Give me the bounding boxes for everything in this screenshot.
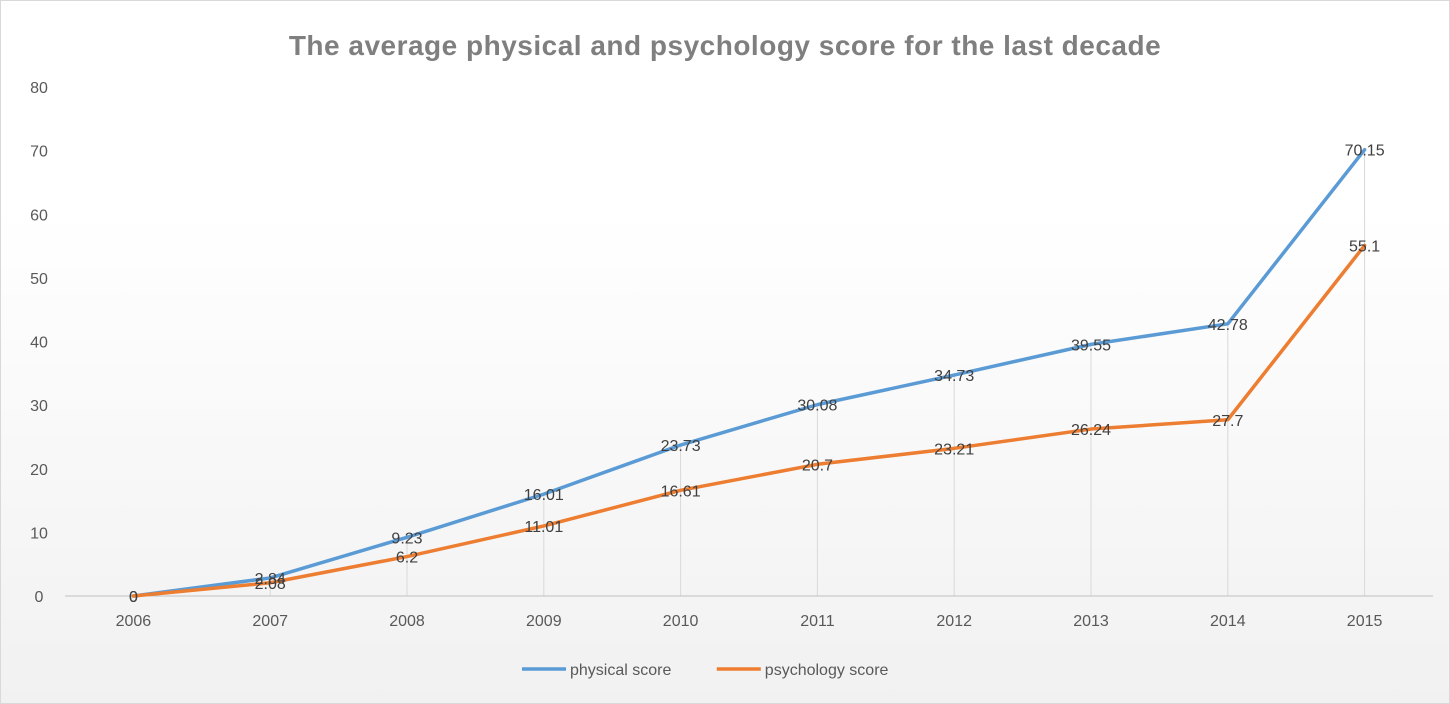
data-label-physical-score: 16.01 [524, 487, 564, 504]
y-tick-label: 20 [30, 462, 48, 479]
data-label-psychology-score: 6.2 [396, 550, 418, 567]
y-tick-label: 60 [30, 207, 48, 224]
data-label-psychology-score: 0 [129, 589, 138, 606]
drop-lines [269, 149, 1366, 596]
y-tick-label: 10 [30, 525, 48, 542]
y-tick-label: 80 [30, 80, 48, 97]
x-tick-label: 2011 [800, 613, 835, 630]
x-tick-label: 2008 [389, 613, 425, 630]
series-line-physical-score [131, 147, 1367, 598]
y-tick-label: 30 [30, 398, 48, 415]
legend-label: physical score [570, 662, 671, 679]
data-label-psychology-score: 16.61 [661, 483, 701, 500]
data-label-psychology-score: 23.21 [934, 441, 974, 458]
x-tick-label: 2006 [116, 613, 152, 630]
series-line-psychology-score [131, 243, 1367, 598]
data-label-physical-score: 70.15 [1345, 143, 1385, 160]
x-tick-label: 2014 [1210, 613, 1246, 630]
data-label-physical-score: 30.08 [797, 398, 837, 415]
data-label-psychology-score: 2.08 [255, 576, 286, 593]
data-labels: 0 2.84 9.23 16.01 23.73 30.08 34.73 39.55 42.78 7… [129, 143, 1385, 606]
data-label-psychology-score: 20.7 [802, 457, 833, 474]
data-label-psychology-score: 26.24 [1071, 422, 1111, 439]
x-tick-label: 2013 [1073, 613, 1109, 630]
series-lines [131, 147, 1367, 598]
legend-item-physical-score: physical score [522, 662, 671, 679]
data-label-physical-score: 0 [129, 589, 138, 606]
y-tick-label: 0 [35, 589, 44, 606]
y-tick-label: 50 [30, 271, 48, 288]
x-tick-label: 2012 [936, 613, 972, 630]
data-label-physical-score: 23.73 [661, 438, 701, 455]
y-axis: 0 10 20 30 40 50 60 70 80 [30, 80, 48, 606]
chart-title: The average physical and psychology scor… [289, 30, 1161, 61]
legend-item-psychology-score: psychology score [716, 662, 889, 679]
y-tick-label: 40 [30, 335, 48, 352]
x-tick-label: 2015 [1347, 613, 1383, 630]
data-label-physical-score: 42.78 [1208, 317, 1248, 334]
data-label-physical-score: 2.84 [255, 571, 286, 588]
x-axis: 2006 2007 2008 2009 2010 2011 2012 2013 2014 2015 [65, 595, 1433, 630]
data-label-physical-score: 39.55 [1071, 337, 1111, 354]
x-tick-label: 2007 [252, 613, 288, 630]
data-label-physical-score: 9.23 [391, 530, 422, 547]
legend-label: psychology score [765, 662, 889, 679]
y-tick-label: 70 [30, 144, 48, 161]
x-tick-label: 2009 [526, 613, 562, 630]
x-tick-label: 2010 [663, 613, 699, 630]
data-label-psychology-score: 11.01 [524, 519, 563, 536]
data-label-psychology-score: 55.1 [1349, 238, 1380, 255]
data-label-physical-score: 34.73 [934, 368, 974, 385]
legend: physical score psychology score [522, 662, 889, 679]
data-label-psychology-score: 27.7 [1212, 413, 1243, 430]
